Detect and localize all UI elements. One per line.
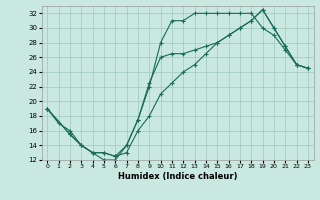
X-axis label: Humidex (Indice chaleur): Humidex (Indice chaleur) — [118, 172, 237, 181]
